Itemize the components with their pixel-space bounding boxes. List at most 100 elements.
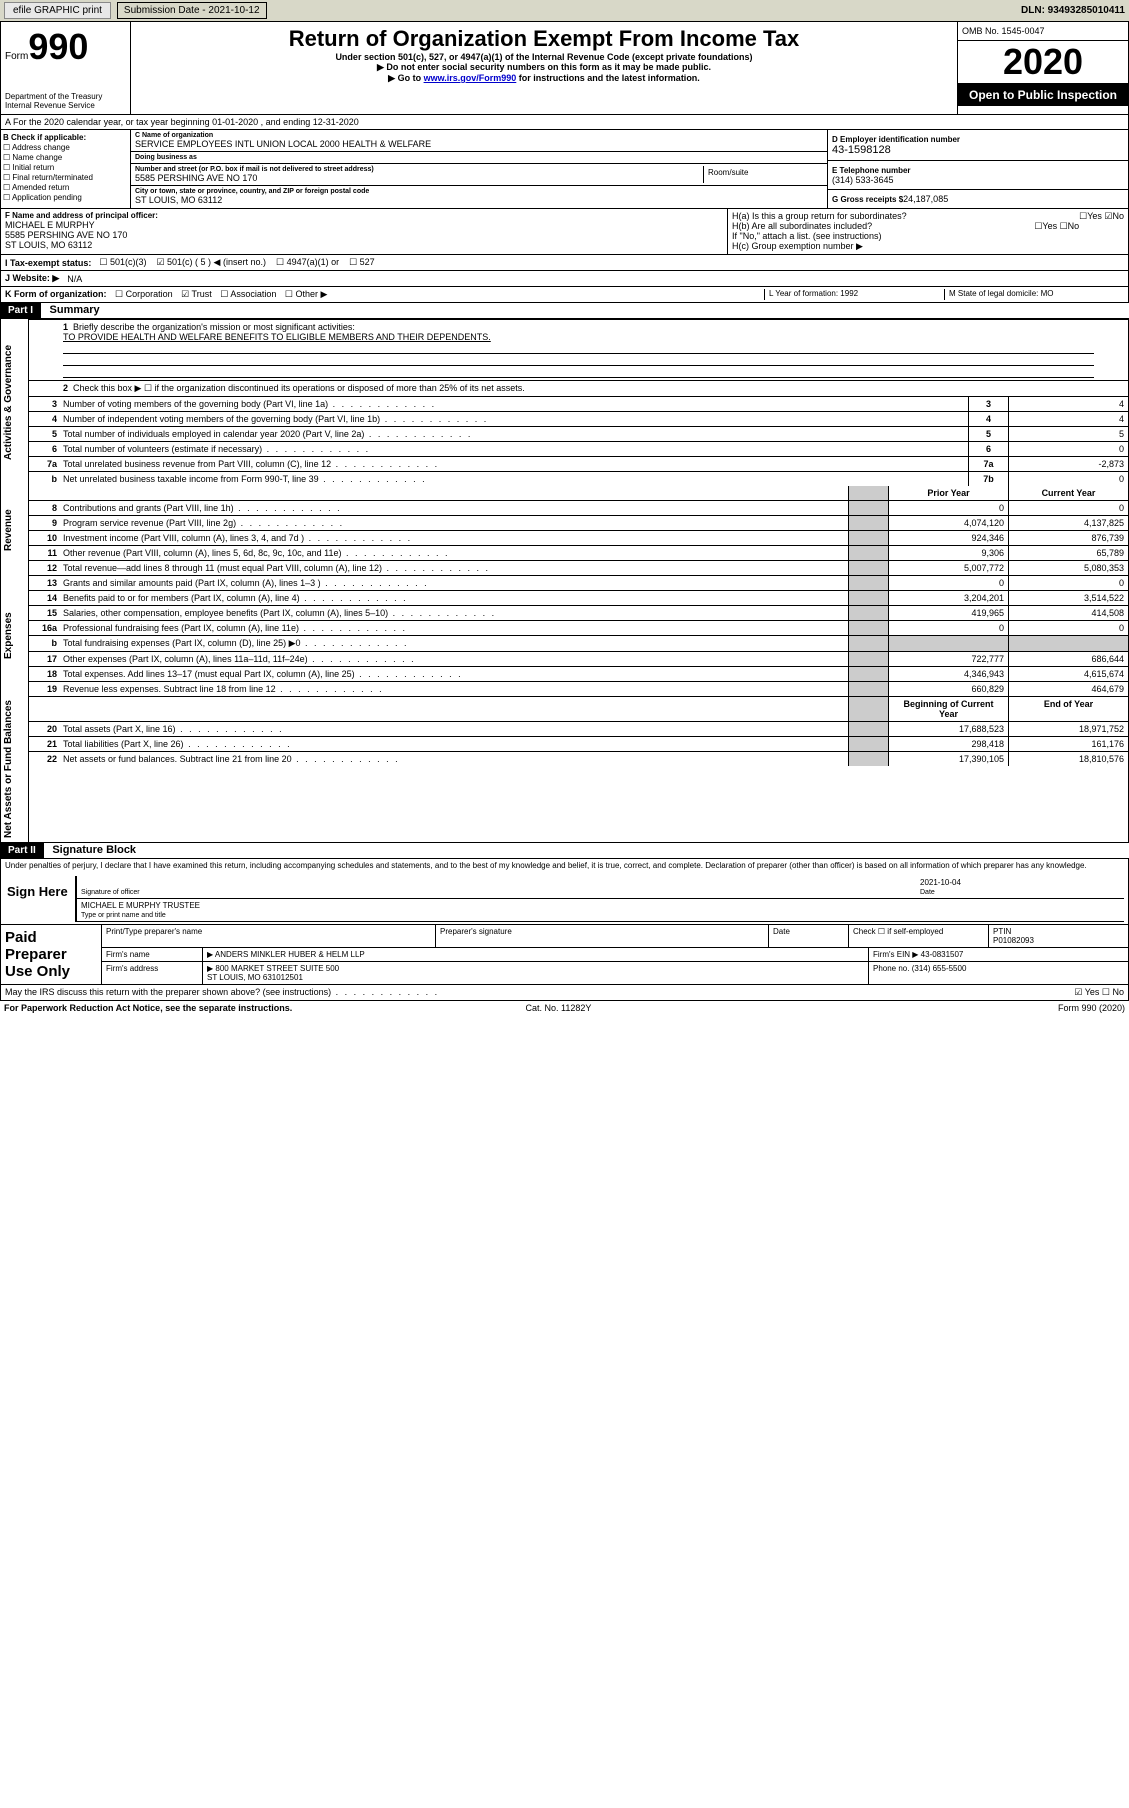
website: N/A [67,274,82,284]
chk-527[interactable]: 527 [349,257,375,268]
column-b-checkboxes: B Check if applicable: Address change Na… [1,130,131,208]
column-c-org-info: C Name of organizationSERVICE EMPLOYEES … [131,130,828,208]
table-row: 21Total liabilities (Part X, line 26)298… [29,736,1128,751]
row-i-tax-exempt: I Tax-exempt status: 501(c)(3) 501(c) ( … [0,255,1129,271]
year-formation: L Year of formation: 1992 [764,289,944,300]
part-i-header: Part I Summary [0,303,1129,319]
paperwork-notice: For Paperwork Reduction Act Notice, see … [4,1003,292,1013]
summary-table: Activities & Governance 1 Briefly descri… [0,319,1129,843]
side-revenue: Revenue [1,486,29,575]
chk-association[interactable]: Association [220,289,276,299]
irs-discuss-yesno[interactable]: ☑ Yes ☐ No [1074,987,1124,998]
room-suite: Room/suite [703,166,823,183]
chk-corporation[interactable]: Corporation [115,289,173,299]
form-header: Form990 Department of the Treasury Inter… [0,22,1129,115]
table-row: 17Other expenses (Part IX, column (A), l… [29,651,1128,666]
table-row: 15Salaries, other compensation, employee… [29,605,1128,620]
irs-discuss-row: May the IRS discuss this return with the… [0,985,1129,1001]
table-row: 7aTotal unrelated business revenue from … [29,456,1128,471]
signer-name: MICHAEL E MURPHY TRUSTEE [81,901,200,910]
block-b-through-g: B Check if applicable: Address change Na… [0,130,1129,209]
paid-preparer-label: Paid Preparer Use Only [1,925,101,984]
table-row: 18Total expenses. Add lines 13–17 (must … [29,666,1128,681]
row-j-website: J Website: ▶ N/A [0,271,1129,287]
table-row: 10Investment income (Part VIII, column (… [29,530,1128,545]
table-row: 22Net assets or fund balances. Subtract … [29,751,1128,766]
street-address: 5585 PERSHING AVE NO 170 [135,173,257,183]
sign-here-label: Sign Here [5,876,75,922]
table-row: 5Total number of individuals employed in… [29,426,1128,441]
gross-receipts: 24,187,085 [903,194,948,204]
org-name: SERVICE EMPLOYEES INTL UNION LOCAL 2000 … [135,139,431,149]
state-domicile: M State of legal domicile: MO [944,289,1124,300]
table-row: 20Total assets (Part X, line 16)17,688,5… [29,721,1128,736]
chk-4947[interactable]: 4947(a)(1) or [276,257,339,268]
chk-final-return[interactable]: Final return/terminated [3,173,128,182]
column-d-through-g: D Employer identification number43-15981… [828,130,1128,208]
form-title: Return of Organization Exempt From Incom… [141,26,947,52]
chk-self-employed[interactable]: Check ☐ if self-employed [848,925,988,947]
table-row: bTotal fundraising expenses (Part IX, co… [29,635,1128,651]
ssn-warning: Do not enter social security numbers on … [141,62,947,73]
officer-name: MICHAEL E MURPHY [5,220,723,230]
signature-block: Under penalties of perjury, I declare th… [0,859,1129,925]
dept-treasury: Department of the Treasury Internal Reve… [5,92,126,110]
firm-ein: Firm's EIN ▶ 43-0831507 [868,948,1128,961]
block-f-h: F Name and address of principal officer:… [0,209,1129,255]
table-row: 3Number of voting members of the governi… [29,396,1128,411]
part-ii-header: Part II Signature Block [0,843,1129,859]
table-row: 4Number of independent voting members of… [29,411,1128,426]
efile-print-button[interactable]: efile GRAPHIC print [4,2,111,19]
table-row: 13Grants and similar amounts paid (Part … [29,575,1128,590]
ha-yesno[interactable]: ☐Yes ☑No [1079,211,1124,222]
omb-number: OMB No. 1545-0047 [958,22,1128,41]
table-row: 11Other revenue (Part VIII, column (A), … [29,545,1128,560]
table-row: 16aProfessional fundraising fees (Part I… [29,620,1128,635]
submission-date: Submission Date - 2021-10-12 [117,2,267,19]
form-subtitle: Under section 501(c), 527, or 4947(a)(1)… [141,52,947,62]
telephone: (314) 533-3645 [832,175,894,185]
table-row: bNet unrelated business taxable income f… [29,471,1128,486]
table-row: 8Contributions and grants (Part VIII, li… [29,500,1128,515]
hb-yesno[interactable]: ☐Yes ☐No [1034,221,1079,232]
form-ref: Form 990 (2020) [1058,1003,1125,1013]
table-row: 19Revenue less expenses. Subtract line 1… [29,681,1128,696]
table-row: 9Program service revenue (Part VIII, lin… [29,515,1128,530]
dln: DLN: 93493285010411 [1021,5,1125,16]
ein: 43-1598128 [832,144,891,156]
open-to-public: Open to Public Inspection [958,84,1128,106]
perjury-declaration: Under penalties of perjury, I declare th… [5,861,1124,870]
row-a-tax-year: A For the 2020 calendar year, or tax yea… [0,115,1129,130]
table-row: 14Benefits paid to or for members (Part … [29,590,1128,605]
footer: For Paperwork Reduction Act Notice, see … [0,1001,1129,1015]
table-row: 6Total number of volunteers (estimate if… [29,441,1128,456]
side-activities: Activities & Governance [1,319,29,486]
officer-city: ST LOUIS, MO 63112 [5,240,723,250]
firm-address: ▶ 800 MARKET STREET SUITE 500 ST LOUIS, … [202,962,868,984]
irs-link[interactable]: www.irs.gov/Form990 [424,73,517,83]
firm-name: ▶ ANDERS MINKLER HUBER & HELM LLP [202,948,868,961]
form-number: 990 [28,26,88,67]
sig-date: 2021-10-04 [920,878,961,887]
chk-501c3[interactable]: 501(c)(3) [99,257,146,268]
chk-amended-return[interactable]: Amended return [3,183,128,192]
form-label: Form [5,51,28,62]
instructions-link-line: Go to www.irs.gov/Form990 for instructio… [141,73,947,84]
chk-trust[interactable]: Trust [181,289,212,299]
firm-phone: Phone no. (314) 655-5500 [868,962,1128,984]
city-state-zip: ST LOUIS, MO 63112 [135,195,222,205]
ptin: PTIN P01082093 [988,925,1128,947]
chk-name-change[interactable]: Name change [3,153,128,162]
side-net-assets: Net Assets or Fund Balances [1,696,29,842]
chk-address-change[interactable]: Address change [3,143,128,152]
row-k-form-org: K Form of organization: Corporation Trus… [0,287,1129,303]
chk-application-pending[interactable]: Application pending [3,193,128,202]
side-expenses: Expenses [1,575,29,696]
officer-addr: 5585 PERSHING AVE NO 170 [5,230,723,240]
topbar: efile GRAPHIC print Submission Date - 20… [0,0,1129,22]
tax-year: 2020 [958,41,1128,84]
chk-501c[interactable]: 501(c) ( 5 ) ◀ (insert no.) [156,257,266,268]
chk-other[interactable]: Other ▶ [285,289,328,299]
chk-initial-return[interactable]: Initial return [3,163,128,172]
table-row: 12Total revenue—add lines 8 through 11 (… [29,560,1128,575]
